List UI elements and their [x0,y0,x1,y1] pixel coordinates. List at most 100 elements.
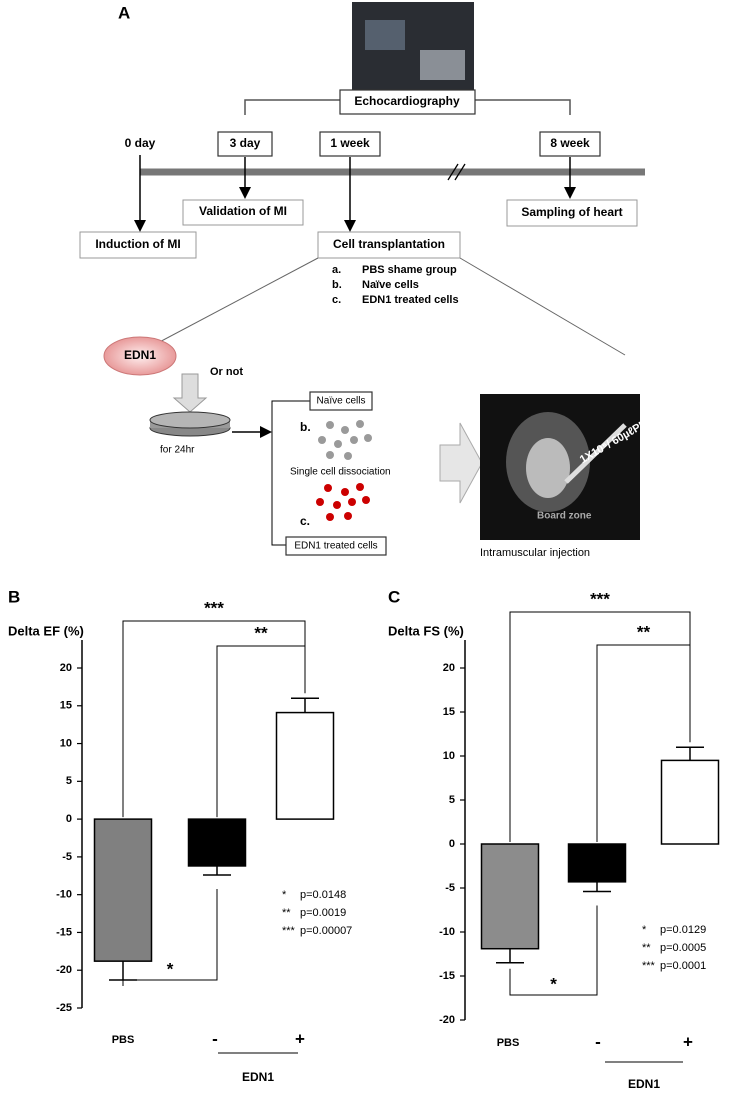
label: Intramuscular injection [480,547,590,559]
p-stars: * [642,924,647,936]
x-tick-label: + [295,1029,305,1048]
p-value: p=0.00007 [300,925,352,937]
zoom-line [459,257,626,356]
bar [480,843,540,950]
bar [567,843,627,883]
p-value: p=0.0001 [660,960,706,972]
y-tick-label: -5 [445,882,455,894]
y-tick-label: -20 [56,964,72,976]
group-label: EDN1 [242,1070,274,1084]
y-tick-label: 0 [449,838,455,850]
x-tick-label: PBS [497,1037,520,1049]
box [182,199,304,226]
box [317,231,461,259]
label: Validation of MI [199,204,287,218]
break [447,163,459,181]
p-value: p=0.0148 [300,889,346,901]
list-text: EDN1 treated cells [362,294,459,306]
p-stars: *** [642,960,656,972]
block-arrow [439,422,483,504]
label: Board zone [537,511,592,522]
photo-detail [420,50,465,80]
y-tick-label: -15 [439,970,455,982]
y-tick-label: 5 [66,775,72,787]
box [319,131,381,157]
time: 8 week [550,136,590,150]
box [539,131,601,157]
box [217,131,273,157]
bar [660,759,720,845]
bar [275,711,335,820]
label: Naïve cells [317,396,366,407]
y-tick-label: -10 [439,926,455,938]
x-tick-label: - [595,1032,601,1051]
box [285,536,387,556]
label: for 24hr [160,445,195,456]
label: Sampling of heart [521,205,622,219]
box [506,199,638,227]
box [309,391,373,411]
list-key: c. [332,294,341,306]
block-arrow [172,373,208,413]
box [79,231,197,259]
p-stars: * [282,889,287,901]
panel-letter: A [118,3,130,22]
sig-bracket [122,620,306,818]
y-tick-label: 0 [66,813,72,825]
time: 3 day [230,136,261,150]
sig-label: ** [637,622,651,641]
x-tick-label: + [683,1032,693,1051]
sig-label: *** [204,598,224,617]
chart-title: Delta FS (%) [388,623,464,638]
x-tick-label: PBS [112,1034,135,1046]
sig-bracket [596,644,691,842]
y-tick-label: 15 [443,706,455,718]
y-tick-label: -15 [56,926,72,938]
y-tick-label: 10 [60,737,72,749]
label: EDN1 treated cells [294,541,377,552]
panel-letter: C [388,587,400,606]
label: Single cell dissociation [290,467,391,478]
sig-bracket [509,905,598,996]
list-key: b. [332,279,342,291]
panel-letter: B [8,587,20,606]
y-tick-label: 15 [60,700,72,712]
panel-a: A Echocardiography 0 day 3 day 1 week 8 … [79,2,656,559]
label: EDN1 [124,348,156,362]
bar [93,818,153,962]
sig-label: *** [590,589,610,608]
time: 1 week [330,136,370,150]
x-tick-label: - [212,1029,218,1048]
dish [149,411,231,429]
sig-bracket [509,611,691,842]
cells [318,420,372,460]
time: 0 day [125,136,156,150]
y-tick-label: -10 [56,889,72,901]
break [454,163,466,181]
edn1-bubble [103,336,177,376]
mri-heart [526,438,570,498]
list-text: Naïve cells [362,279,419,291]
y-tick-label: 10 [443,750,455,762]
cells [316,483,370,521]
list-text: PBS shame group [362,264,457,276]
sig-bracket [122,889,218,987]
p-stars: ** [642,942,651,954]
zoom-line [134,257,319,356]
label: Or not [210,366,243,378]
p-stars: ** [282,907,291,919]
p-value: p=0.0019 [300,907,346,919]
chart-title: Delta EF (%) [8,623,84,638]
y-tick-label: 5 [449,794,455,806]
y-tick-label: -20 [439,1014,455,1026]
p-value: p=0.0129 [660,924,706,936]
label: b. [300,420,311,434]
group-label: EDN1 [628,1077,660,1091]
y-tick-label: 20 [443,662,455,674]
bracket [271,400,310,546]
label: Cell transplantation [333,237,445,251]
label: c. [300,514,310,528]
y-tick-label: -5 [62,851,72,863]
syringe [564,423,627,484]
